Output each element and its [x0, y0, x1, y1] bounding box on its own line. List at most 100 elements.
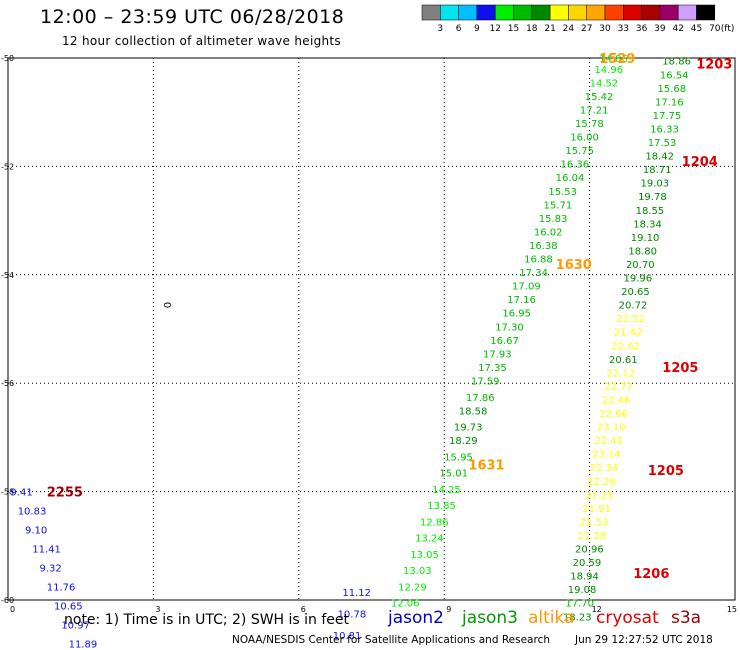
y-tick-label: -56 [1, 379, 14, 388]
colorbar-swatch [604, 4, 624, 21]
colorbar-tick-label: 33 [618, 24, 629, 34]
pass-time-label: 1203 [696, 57, 732, 72]
colorbar: 3 6 9 12 15 18 21 24 27 30 33 36 39 42 45 70 (ft) [421, 4, 735, 34]
swh-value-label: 9.10 [25, 526, 47, 537]
swh-value-label: 9.41 [10, 488, 32, 499]
swh-value-label: 10.97 [61, 620, 90, 631]
pass-time-label: 1206 [633, 567, 669, 582]
colorbar-swatch [513, 4, 533, 21]
swh-value-label: 15.95 [444, 452, 473, 463]
colorbar-tick-label: 42 [672, 24, 683, 34]
swh-value-label: 12.86 [420, 517, 449, 528]
swh-value-label: 17.59 [471, 376, 500, 387]
colorbar-tick-label: 24 [563, 24, 575, 34]
y-tick-label: -60 [1, 596, 14, 605]
colorbar-swatch [586, 4, 606, 21]
colorbar-swatch [568, 4, 587, 21]
colorbar-swatch [549, 4, 569, 21]
x-tick-label: 12 [592, 605, 602, 614]
swh-value-label: 21.25 [585, 490, 614, 501]
pass-time-label: 1529 [599, 52, 635, 67]
swh-value-label: 16.38 [529, 241, 558, 252]
swh-value-label: 18.55 [636, 206, 665, 217]
swh-value-label: 12.29 [398, 582, 427, 593]
colorbar-tick-label: 18 [526, 24, 538, 34]
mission-cryosat: cryosat [596, 608, 659, 628]
pass-time-label: 1205 [662, 361, 698, 376]
colorbar-unit: (ft) [721, 24, 735, 34]
swh-value-label: 10.65 [54, 601, 83, 612]
mission-altika: altika [528, 608, 575, 628]
swh-value-label: 9.32 [40, 563, 62, 574]
swh-value-label: 18.23 [563, 612, 592, 623]
swh-value-label: 17.09 [512, 282, 541, 293]
swh-value-label: 19.96 [624, 274, 653, 285]
colorbar-swatch [440, 4, 459, 21]
swh-value-label: 11.76 [47, 582, 76, 593]
swh-value-label: 21.28 [577, 531, 606, 542]
chart-subtitle: 12 hour collection of altimeter wave hei… [62, 34, 341, 48]
swh-value-label: 20.70 [626, 260, 655, 271]
swh-value-label: 13.03 [403, 566, 432, 577]
swh-value-label: 10.83 [18, 507, 47, 518]
x-tick-label: 3 [155, 605, 160, 614]
colorbar-tick-label: 3 [437, 24, 443, 34]
swh-value-label: 17.35 [478, 363, 507, 374]
colorbar-swatch [623, 4, 642, 21]
swh-value-label: 16.88 [524, 255, 553, 266]
swh-value-label: 16.67 [490, 336, 519, 347]
colorbar-tick-label: 9 [474, 24, 480, 34]
pass-time-label: 2255 [47, 486, 83, 501]
colorbar-swatch [677, 4, 697, 21]
y-tick-label: -54 [1, 271, 14, 280]
swh-value-label: 19.78 [638, 192, 667, 203]
swh-value-label: 19.03 [640, 179, 669, 190]
footer-note: note: 1) Time is in UTC; 2) SWH is in fe… [64, 612, 350, 628]
colorbar-swatch [696, 4, 716, 21]
swh-value-label: 16.36 [561, 160, 590, 171]
swh-value-label: 20.96 [575, 545, 604, 556]
swh-value-label: 14.86 [599, 54, 628, 65]
swh-value-label: 16.04 [556, 173, 585, 184]
y-tick-label: -50 [1, 54, 14, 63]
colorbar-tick-label: 15 [508, 24, 519, 34]
swh-value-label: 22.28 [587, 477, 616, 488]
colorbar-swatch [494, 4, 514, 21]
colorbar-swatch [531, 4, 551, 21]
swh-value-label: 18.86 [662, 57, 691, 68]
swh-value-label: 17.30 [495, 322, 524, 333]
swh-value-label: 14.52 [590, 78, 619, 89]
swh-value-label: 18.58 [459, 406, 488, 417]
colorbar-tick-label: 36 [636, 24, 648, 34]
swh-value-label: 16.54 [660, 70, 689, 81]
swh-value-label: 22.46 [602, 395, 631, 406]
swh-value-label: 19.73 [454, 423, 483, 434]
swh-value-label: 15.71 [544, 200, 573, 211]
swh-value-label: 20.61 [609, 355, 638, 366]
swh-value-label: 15.83 [539, 214, 568, 225]
swh-value-label: 17.93 [483, 349, 512, 360]
swh-value-label: 13.05 [410, 550, 439, 561]
swh-value-label: 22.66 [599, 409, 628, 420]
swh-value-label: 17.21 [580, 105, 609, 116]
swh-value-label: 20.65 [621, 287, 650, 298]
swh-value-label: 16.95 [502, 309, 531, 320]
pass-time-label: 1631 [468, 459, 504, 474]
swh-value-label: 20.72 [619, 301, 648, 312]
footer-credit: NOAA/NESDIS Center for Satellite Applica… [232, 634, 550, 646]
x-tick-label: 9 [446, 605, 451, 614]
swh-value-label: 15.75 [565, 146, 594, 157]
colorbar-tick-label: 12 [489, 24, 500, 34]
swh-value-label: 11.89 [69, 639, 98, 650]
mission-jason3: jason3 [462, 608, 518, 628]
swh-value-label: 18.71 [643, 165, 672, 176]
colorbar-tick-label: 21 [544, 24, 555, 34]
swh-value-label: 15.42 [585, 92, 614, 103]
swh-value-label: 18.29 [449, 436, 478, 447]
colorbar-tick-label: 39 [654, 24, 666, 34]
swh-value-label: 11.41 [32, 545, 61, 556]
swh-value-label: 22.62 [611, 341, 640, 352]
swh-value-label: 14.96 [594, 65, 623, 76]
